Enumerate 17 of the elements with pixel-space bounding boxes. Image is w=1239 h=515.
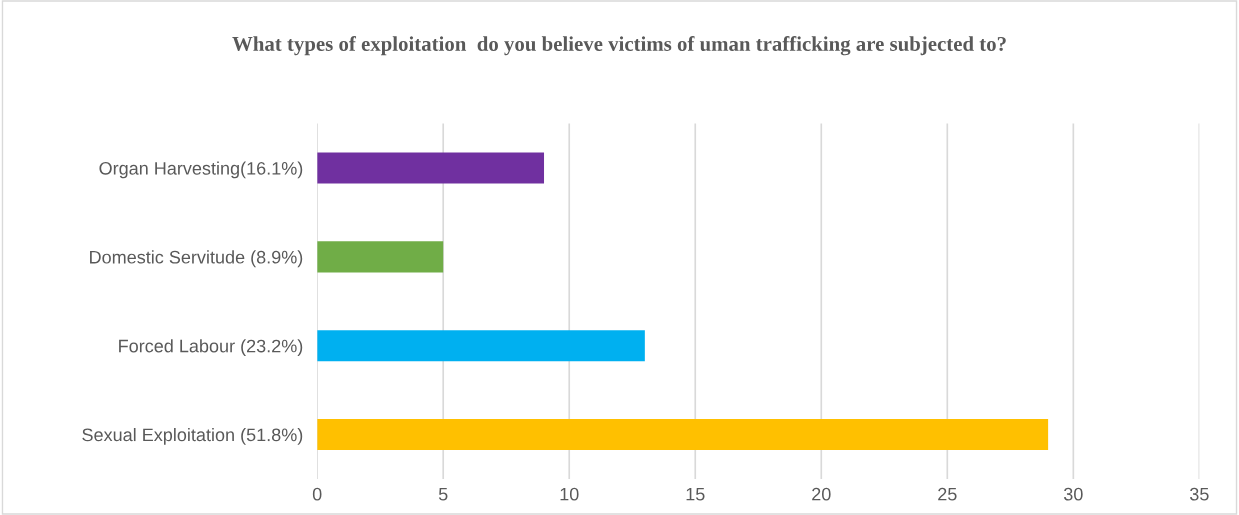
bar [317, 152, 545, 184]
x-tick-label: 10 [560, 487, 579, 501]
x-tick-label: 35 [1190, 487, 1209, 501]
x-tick-label: 15 [686, 487, 705, 501]
bar [317, 418, 1049, 451]
x-tick-label: 30 [1063, 487, 1083, 501]
y-tick-label: Domestic Servitude (8.9%) [90, 250, 303, 268]
bar [317, 330, 645, 362]
y-tick-label: Forced Labour (23.2%) [119, 339, 303, 356]
x-tick-label: 25 [938, 487, 957, 501]
bar [317, 241, 444, 273]
x-tick-label: 20 [812, 487, 831, 501]
y-tick-label: Organ Harvesting(16.1%) [99, 161, 303, 179]
x-tick-label: 0 [312, 487, 322, 501]
y-tick-label: Sexual Exploitation (51.8%) [82, 427, 303, 445]
chart-title: What types of exploitation do you believe victims of uman trafficking are subjected to? [232, 36, 1006, 56]
x-tick-label: 5 [438, 487, 448, 501]
